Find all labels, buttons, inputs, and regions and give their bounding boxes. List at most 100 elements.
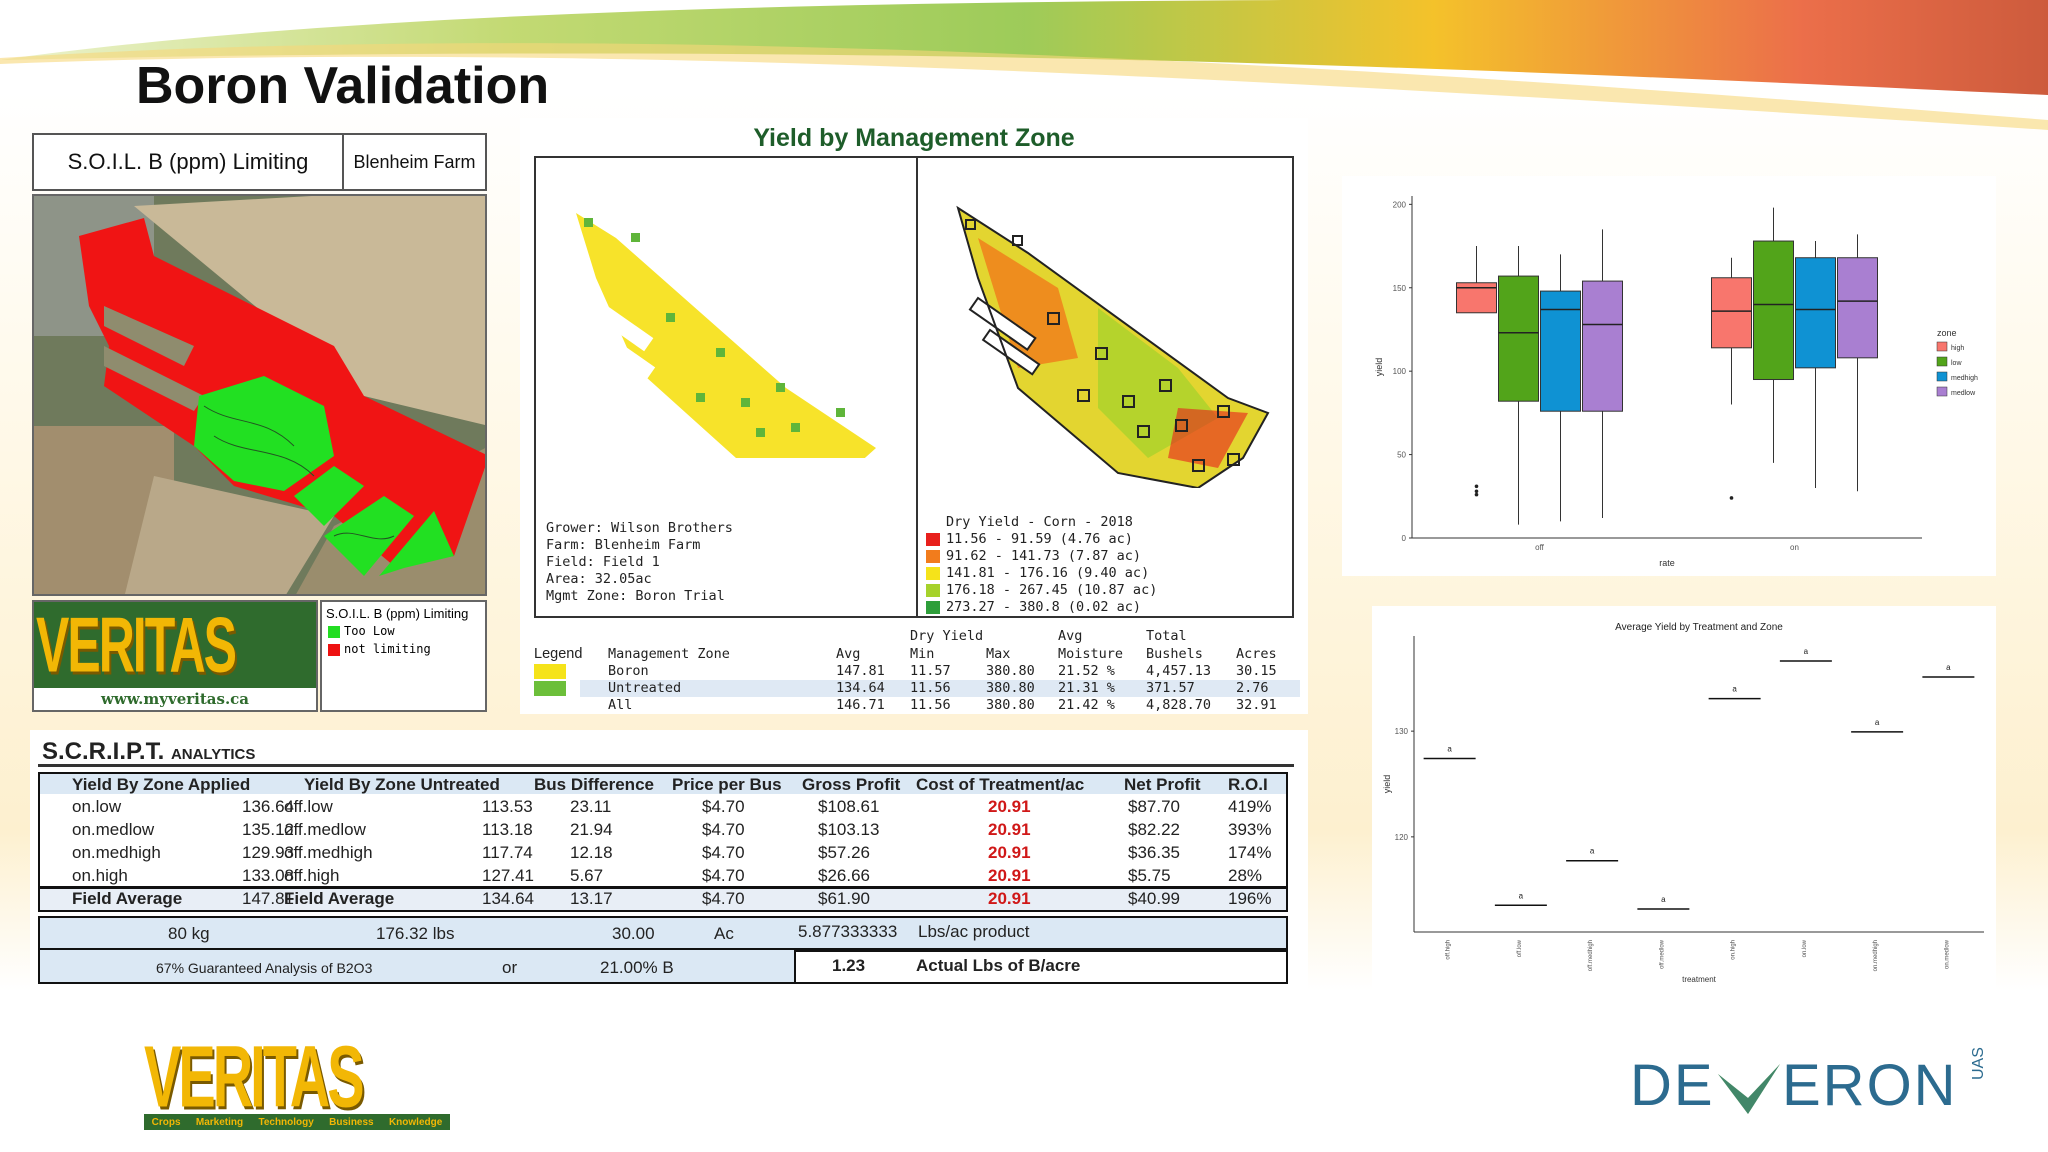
boxplot-box-low-on [1753,240,1794,381]
boxplot-legend-label: medhigh [1951,375,1978,382]
grower-info-line: Grower: Wilson Brothers [546,520,733,536]
script-table [38,772,1288,912]
scatter-point-label: a [1519,891,1524,900]
scatter-point-label: a [1661,895,1666,904]
summary-acres: 30.15 [1236,663,1277,679]
boxplot-chart: 0 50 100 150 200 off on rate yield zone high low med… [1374,196,1978,568]
summary-moisture: 21.31 % [1058,680,1115,696]
calc-guarantee: 67% Guaranteed Analysis of B2O3 [156,960,373,976]
summary-acres: 2.76 [1236,680,1269,696]
col-header-net: Net Profit [1124,775,1201,794]
grower-info: Grower: Wilson Brothers Farm: Blenheim F… [546,520,733,605]
script-cell-zone-a: on.medlow [72,820,155,839]
footer-veritas-logo: VERITAS Crops Marketing Technology Busin… [144,1032,450,1132]
calc-actual-unit: Actual Lbs of B/acre [916,956,1081,975]
yield-map-divider [916,158,918,618]
col-header-untreated: Yield By Zone Untreated [304,775,500,794]
summary-header-avg-moisture-top: Avg [1058,628,1083,644]
tagline-item: Knowledge [388,1116,443,1128]
boxplot-x-tick: on [1790,543,1799,552]
script-cell-val-u: 117.74 [482,843,533,862]
yield-map-panel: Yield by Management Zone [520,118,1308,714]
boxplot-y-tick: 0 [1402,534,1407,543]
dry-yield-legend-title: Dry Yield - Corn - 2018 [946,514,1133,530]
summary-header-acres: Acres [1236,646,1277,662]
script-cell-zone-u: Field Average [284,889,395,908]
avg-yield-chart: Average Yield by Treatment and Zone 120 13… [1382,622,1984,984]
tagline-item: Business [329,1116,374,1128]
dry-yield-legend-item: 273.27 - 380.8 (0.02 ac) [946,599,1142,615]
summary-max: 380.80 [986,680,1035,696]
scatter-y-label: yield [1382,775,1392,794]
boxplot-legend-swatch [1936,341,1948,352]
col-header-applied: Yield By Zone Applied [72,775,251,794]
boxplot-legend-label: medlow [1951,390,1976,397]
script-cell-net: $40.99 [1128,889,1180,908]
script-cell-net: $36.35 [1128,843,1180,862]
summary-bushels: 371.57 [1146,680,1195,696]
script-cell-net: $82.22 [1128,820,1180,839]
script-average-rule [40,886,1286,889]
script-cell-gross: $57.26 [818,843,870,862]
yield-map-right [956,205,1270,488]
scatter-x-tick: off.high [1446,940,1452,960]
deveron-suffix: UAS [1970,1047,1987,1080]
boxplot-outlier [1474,489,1479,494]
dry-yield-legend-item: 141.81 - 176.16 (9.40 ac) [946,565,1150,581]
summary-avg: 147.81 [836,663,885,679]
summary-moisture: 21.42 % [1058,697,1115,713]
script-cell-gross: $26.66 [818,866,870,885]
summary-zone: All [608,697,633,713]
summary-header-zone: Management Zone [608,646,730,662]
scatter-title: Average Yield by Treatment and Zone [1615,622,1783,633]
veritas-logo-panel: VERITAS www.myveritas.ca [32,600,318,712]
script-cell-diff: 12.18 [570,843,613,862]
summary-bushels: 4,457.13 [1146,663,1212,679]
calc-lbs: 176.32 lbs [376,924,455,943]
script-cell-val-a: 129.93 [242,843,294,862]
calc-product: 5.877333333 [798,922,898,941]
script-cell-price: $4.70 [702,866,745,885]
boxplot-legend-swatch [1936,356,1948,367]
script-cell-price: $4.70 [702,889,745,908]
avg-yield-panel: Average Yield by Treatment and Zone 120 13… [1372,606,1996,994]
summary-zone: Untreated [608,680,682,696]
boxplot-legend-title: zone [1937,328,1957,338]
summary-header-bushels: Bushels [1146,646,1203,662]
script-cell-roi: 196% [1228,889,1272,908]
soil-map-graphic [34,196,485,594]
zone-map-left [576,213,876,458]
tagline-item: Crops [151,1116,181,1128]
soil-legend: S.O.I.L. B (ppm) Limiting Too Low not li… [320,600,487,712]
dry-yield-legend-item: 176.18 - 267.45 (10.87 ac) [946,582,1158,598]
script-cell-price: $4.70 [702,820,745,839]
scatter-x-tick: off.low [1517,939,1523,957]
script-cell-zone-a: on.high [72,866,128,885]
summary-min: 11.56 [910,697,951,713]
boxplot-y-label: yield [1374,358,1384,377]
calc-product-unit: Lbs/ac product [918,922,1030,941]
dry-yield-legend: Dry Yield - Corn - 2018 11.56 - 91.59 (4… [926,514,1157,616]
script-cell-zone-u: off.medhigh [284,843,373,862]
boxplot-outlier [1474,484,1479,489]
boxplot-box-medhigh-off [1540,290,1581,412]
script-header-row [40,774,1286,794]
legend-swatch-not-limiting [328,644,340,656]
boxplot-x-tick: off [1535,543,1545,552]
yield-summary-table: Legend Management Zone Avg Dry Yield Min… [520,620,1308,714]
boxplot-outlier [1729,496,1734,500]
script-cell-diff: 5.67 [570,866,604,885]
legend-swatch-too-low [328,626,340,638]
script-cell-zone-u: off.high [284,866,340,885]
boxplot-legend-swatch [1936,371,1948,382]
summary-row-highlight [580,680,1300,697]
summary-max: 380.80 [986,663,1035,679]
scatter-x-tick: on.medlow [1944,939,1950,969]
script-analytics-panel: S.C.R.I.P.T. ANALYTICS Yield By Zone App… [30,730,1308,1002]
script-title-main: S.C.R.I.P.T. [42,738,165,765]
script-cell-net: $87.70 [1128,797,1180,816]
script-cell-val-a: 147.81 [242,889,294,908]
summary-header-moisture: Moisture [1058,646,1124,662]
calc-kg: 80 kg [168,924,210,943]
deveron-v-icon [1718,1064,1780,1114]
